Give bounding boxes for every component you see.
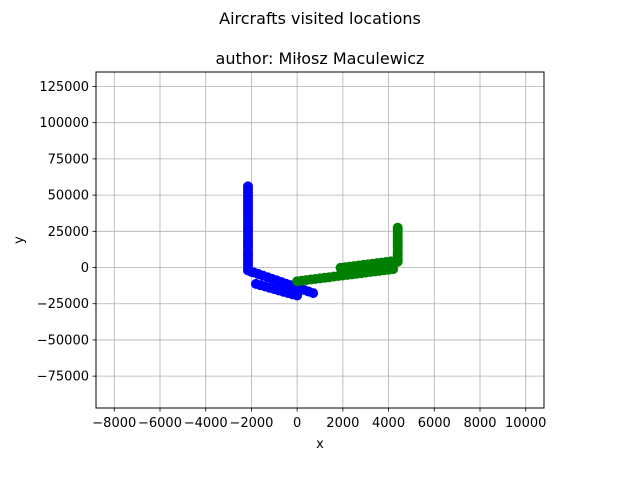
plot-series xyxy=(243,181,403,301)
grid-lines xyxy=(96,72,544,408)
y-axis-ticks: −75000 −50000 −25000 0 25000 50000 75000 100000… xyxy=(37,80,96,385)
x-tick-label: 10000 xyxy=(505,416,546,431)
plot-frame xyxy=(95,71,545,409)
x-tick-label: 0 xyxy=(293,416,301,431)
y-tick-label: 25000 xyxy=(48,225,89,240)
y-tick-label: 0 xyxy=(81,261,89,276)
x-tick-label: −8000 xyxy=(92,416,136,431)
scatter-point xyxy=(392,222,403,233)
y-tick-label: 50000 xyxy=(48,189,89,204)
x-tick-label: 6000 xyxy=(418,416,451,431)
scatter-point xyxy=(388,264,399,275)
series-2 xyxy=(292,222,403,287)
y-tick-label: −75000 xyxy=(37,370,89,385)
y-tick-label: 75000 xyxy=(48,152,89,167)
x-axis-ticks: −8000 −6000 −4000 −2000 0 2000 4000 6000 8000 100… xyxy=(92,408,546,431)
x-tick-label: 2000 xyxy=(326,416,359,431)
scatter-point xyxy=(251,278,261,289)
y-axis-label: y xyxy=(12,236,27,244)
y-tick-label: −25000 xyxy=(37,297,89,312)
scatter-point xyxy=(335,262,346,273)
x-tick-label: −4000 xyxy=(184,416,228,431)
x-axis-label: x xyxy=(316,437,324,452)
y-tick-label: 100000 xyxy=(39,116,89,131)
y-tick-label: −50000 xyxy=(37,333,89,348)
chart-suptitle: Aircrafts visited locations xyxy=(219,9,421,28)
scatter-point xyxy=(246,266,257,277)
x-tick-label: −2000 xyxy=(229,416,273,431)
x-tick-label: 4000 xyxy=(372,416,405,431)
x-tick-label: 8000 xyxy=(463,416,496,431)
series-1 xyxy=(243,181,319,301)
scatter-point xyxy=(308,288,319,299)
x-tick-label: −6000 xyxy=(138,416,182,431)
y-tick-label: 125000 xyxy=(39,80,89,95)
chart-title: author: Miłosz Maculewicz xyxy=(216,49,425,68)
